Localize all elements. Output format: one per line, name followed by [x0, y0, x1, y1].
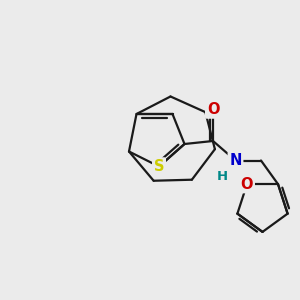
Text: N: N — [229, 153, 242, 168]
Text: H: H — [216, 170, 228, 184]
Text: S: S — [154, 159, 164, 174]
Text: O: O — [241, 177, 253, 192]
Text: O: O — [207, 102, 219, 117]
